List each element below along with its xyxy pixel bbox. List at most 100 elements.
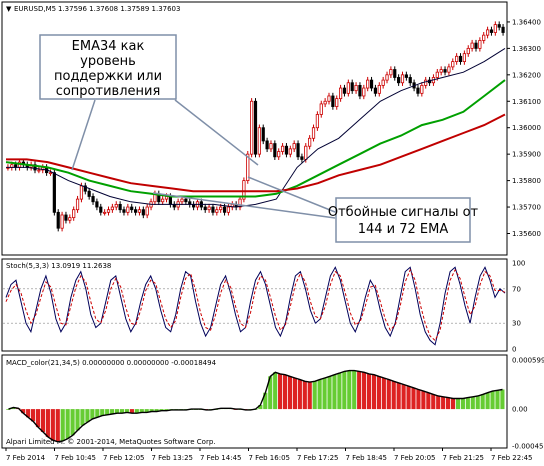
candle-body	[489, 29, 494, 33]
copyright-text: Alpari Limited M. © 2001-2014, MetaQuote…	[6, 438, 216, 446]
macd-bar	[297, 379, 302, 410]
macd-bar	[70, 409, 75, 436]
time-tick-label: 7 Feb 12:05	[103, 454, 144, 462]
candle-body	[261, 127, 265, 142]
macd-bar	[411, 387, 416, 410]
candle-body	[393, 69, 397, 78]
candle-body	[420, 85, 424, 94]
macd-bar	[258, 405, 263, 410]
stoch-level-label: 70	[512, 285, 521, 293]
macd-bar	[287, 376, 293, 410]
ema34-callout: EMA34 как уровень поддержки или сопротив…	[39, 34, 177, 100]
candle-body	[280, 145, 285, 152]
ema-lines	[5, 47, 506, 208]
candle-body	[346, 82, 350, 94]
candle-body	[203, 206, 207, 211]
candle-body	[75, 198, 80, 211]
macd-bar	[500, 389, 505, 410]
macd-bar	[465, 397, 470, 410]
price-tick-label: 1.36400	[512, 18, 541, 26]
candle-body	[33, 164, 37, 171]
candle-body	[87, 190, 91, 197]
stoch-axis: 100 70 30 0	[512, 260, 525, 354]
candle-body	[122, 209, 126, 213]
candle-body	[250, 100, 254, 155]
candle-body	[327, 95, 331, 102]
candle-body	[451, 61, 455, 68]
candle-body	[99, 206, 103, 213]
macd-bar	[50, 409, 55, 441]
macd-bar	[90, 409, 95, 419]
candle-body	[482, 34, 486, 41]
macd-bar	[352, 370, 357, 410]
price-tick-label: 1.36200	[512, 71, 541, 79]
candle-body	[381, 79, 385, 86]
candle-body	[118, 203, 122, 211]
candle-body	[168, 196, 172, 205]
candle-body	[497, 24, 501, 28]
price-axis: 1.36400 1.36300 1.36200 1.36100 1.36000 1.359…	[507, 18, 541, 238]
time-tick-label: 7 Feb 13:25	[152, 454, 193, 462]
macd-bar	[450, 398, 456, 410]
macd-bar	[85, 409, 90, 423]
macd-bar	[337, 373, 342, 410]
candle-body	[95, 201, 99, 208]
stoch-pane[interactable]	[1, 258, 508, 352]
candle-body	[114, 203, 118, 208]
candle-body	[37, 169, 41, 172]
candle-body	[215, 209, 219, 213]
ema34-callout-line: поддержки или	[54, 69, 162, 84]
time-tick-label: 7 Feb 18:45	[346, 454, 387, 462]
macd-bar	[381, 377, 386, 410]
candle-body	[265, 140, 269, 150]
candle-body	[342, 87, 347, 94]
macd-bar	[436, 395, 441, 410]
candle-body	[462, 53, 466, 63]
macd-bar	[312, 381, 317, 410]
candle-body	[226, 206, 231, 213]
macd-bar	[105, 409, 110, 415]
time-axis: 7 Feb 2014 7 Feb 10:45 7 Feb 12:05 7 Feb 13…	[5, 448, 532, 462]
macd-bar	[60, 409, 65, 442]
bounce-callout: Отбойные сигналы от 144 и 72 EMA	[328, 197, 479, 243]
macd-bar	[357, 371, 362, 410]
candle-body	[443, 69, 447, 73]
candle-body	[110, 206, 114, 211]
price-tick-label: 1.36300	[512, 45, 541, 53]
ema34-callout-line: сопротивления	[56, 84, 161, 99]
macd-bar	[490, 391, 495, 410]
candle-body	[373, 87, 378, 94]
candle-body	[292, 143, 296, 150]
macd-bar	[391, 381, 396, 410]
candle-body	[369, 79, 374, 89]
candle-body	[389, 69, 393, 76]
macd-level-label: 0.0005999	[512, 357, 544, 365]
macd-bar	[35, 409, 41, 428]
macd-level-label: 0.00	[512, 406, 528, 414]
time-tick-label: 7 Feb 2014	[6, 454, 46, 462]
candle-body	[485, 29, 490, 36]
macd-bar	[95, 409, 100, 418]
candle-body	[354, 85, 358, 92]
stoch-level-label: 100	[512, 260, 525, 268]
candle-body	[493, 24, 497, 33]
macd-bar	[475, 395, 480, 410]
callout-pointer	[174, 99, 259, 166]
time-tick-label: 7 Feb 14:45	[200, 454, 241, 462]
macd-bar	[401, 384, 406, 410]
macd-bar	[431, 394, 436, 410]
stoch-line-signal	[5, 268, 506, 342]
stoch-line-main	[5, 266, 506, 346]
time-tick-label: 7 Feb 20:05	[394, 454, 435, 462]
candle-body	[103, 211, 107, 214]
ema-line-ema34	[6, 47, 506, 208]
candle-body	[435, 71, 439, 78]
macd-bar	[139, 409, 144, 413]
macd-signal-line	[8, 369, 503, 443]
time-tick-label: 7 Feb 16:05	[249, 454, 290, 462]
macd-bar	[149, 409, 154, 412]
candle-body	[133, 209, 138, 213]
macd-bar	[75, 409, 80, 431]
callout-pointer	[71, 99, 96, 171]
